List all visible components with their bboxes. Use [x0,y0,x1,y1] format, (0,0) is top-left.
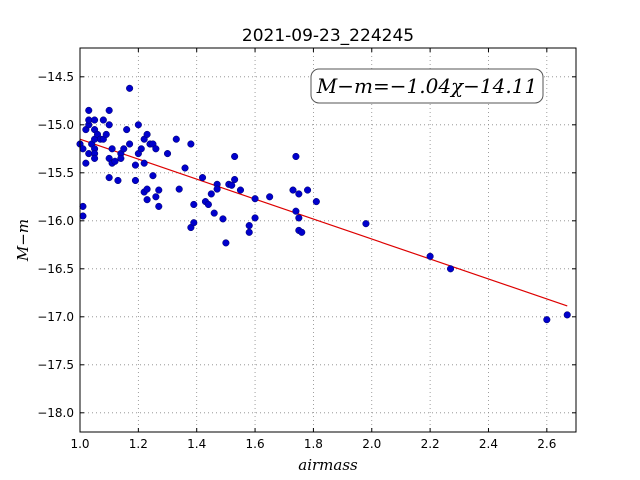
chart-title: 2021-09-23_224245 [242,26,414,46]
data-point [563,311,571,319]
data-point [446,265,455,273]
y-tick-label: −17.5 [37,358,74,372]
data-point [219,215,227,223]
data-point [362,220,370,228]
data-point [292,207,300,215]
data-point [304,186,312,194]
data-point [131,176,139,185]
data-point [236,186,245,194]
data-point [228,181,236,189]
data-point [79,212,87,220]
fit-line [79,138,568,307]
data-point [181,164,189,172]
data-point [82,159,90,167]
data-point [198,174,207,182]
data-point [155,202,163,210]
data-point [289,186,297,194]
data-point [266,193,274,201]
plot-frame [79,47,577,433]
data-point [143,130,151,138]
x-axis-label: airmass [298,456,358,474]
data-point [126,140,134,148]
x-tick-label: 1.4 [187,437,206,451]
data-point [155,186,163,194]
data-point [245,228,253,236]
data-point [143,185,151,193]
data-point [312,198,320,206]
data-point [149,172,157,180]
data-point [190,200,198,209]
data-point [295,214,303,222]
fit-layer [79,138,568,307]
data-point [152,193,160,201]
data-point [190,219,198,227]
data-point [79,145,87,153]
x-tick-label: 1.2 [129,437,148,451]
y-tick-label: −15.5 [37,166,74,180]
data-point [140,159,148,167]
data-point [85,106,93,114]
x-tick-label: 1.8 [304,437,323,451]
data-point [163,150,172,158]
data-point [152,145,160,153]
data-point [231,175,239,184]
points-layer [76,84,571,324]
data-point [207,190,215,198]
data-point [108,145,116,153]
y-tick-label: −16.5 [37,262,74,276]
data-point [295,190,303,198]
x-tick-label: 1.0 [70,437,89,451]
data-point [175,185,183,193]
data-point [222,239,230,247]
data-point [251,195,259,203]
data-point [126,84,134,92]
data-point [91,154,99,162]
fit-annotation: M−m=−1.04χ−14.11 [316,74,537,98]
y-tick-label: −18.0 [37,406,74,420]
data-point [102,130,110,138]
data-point [143,196,151,204]
data-point [105,106,113,114]
y-tick-label: −16.0 [37,214,74,228]
data-point [137,145,145,153]
data-point [292,152,300,161]
data-point [123,126,131,134]
y-axis-label: M−m [14,219,32,262]
grid [79,48,576,432]
data-point [120,145,128,153]
data-point [210,209,218,217]
data-point [79,202,87,210]
data-point [298,228,306,236]
data-point [543,316,551,324]
ticks: 1.0 1.2 1.4 1.6 1.8 2.0 2.2 2.4 2.6 −14.5 −15.0 −15… [37,48,576,451]
data-point [426,252,434,260]
x-tick-label: 2.2 [421,437,440,451]
x-tick-label: 2.6 [537,437,556,451]
data-point [245,222,253,230]
data-point [251,214,259,222]
data-point [105,121,113,129]
data-point [231,152,239,161]
data-point [117,154,125,162]
fit-annotation-background [310,68,544,104]
fit-annotation-box: M−m=−1.04χ−14.11 [310,68,544,104]
data-point [172,135,180,143]
data-point [187,140,195,148]
data-point [99,116,107,124]
data-point [213,185,221,193]
data-point [204,200,212,209]
y-tick-label: −17.0 [37,310,74,324]
y-tick-label: −15.0 [37,118,74,132]
x-tick-label: 2.4 [479,437,498,451]
data-point [91,116,99,124]
y-tick-label: −14.5 [37,70,74,84]
x-tick-label: 2.0 [362,437,381,451]
data-point [111,157,119,165]
data-point [131,161,139,169]
data-point [134,121,142,129]
x-tick-label: 1.6 [246,437,265,451]
data-point [105,174,113,182]
data-point [114,176,122,185]
